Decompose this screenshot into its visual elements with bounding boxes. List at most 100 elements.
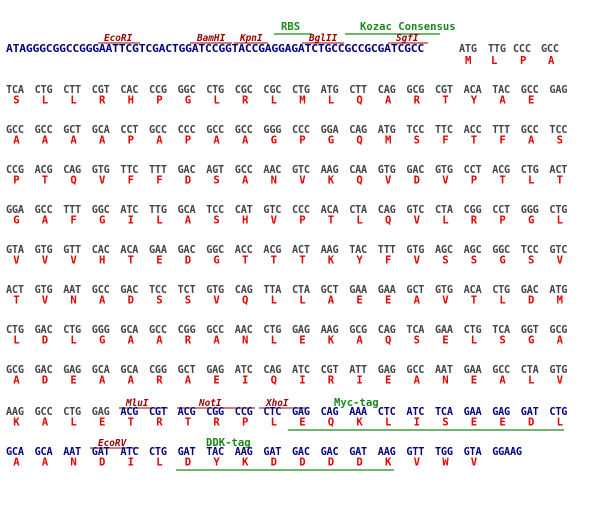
codon: CTG bbox=[206, 85, 224, 96]
codon: CCT bbox=[120, 125, 138, 136]
sequence-row: ACT GTG AAT GCC GAC TCC TCT GTG CAG TTA CTA GCT GAA G… bbox=[6, 285, 567, 307]
codon: CCG bbox=[149, 85, 167, 96]
amino-acid: D bbox=[42, 335, 48, 347]
amino-acid: D bbox=[185, 255, 191, 267]
amino-acid: P bbox=[499, 215, 505, 227]
amino-acid: V bbox=[442, 175, 449, 187]
codon: GCG bbox=[6, 365, 24, 376]
amino-acid: D bbox=[414, 175, 420, 187]
codon: GAT bbox=[349, 447, 367, 458]
codon: GTT bbox=[406, 447, 424, 458]
codon: GAC bbox=[321, 447, 339, 458]
codon: TTC bbox=[120, 165, 138, 176]
codon: AGC bbox=[464, 245, 482, 256]
codon: TAC bbox=[349, 245, 367, 256]
amino-acid: A bbox=[99, 135, 106, 147]
amino-acid: N bbox=[442, 375, 448, 387]
codon: GAG bbox=[492, 407, 510, 418]
amino-acid: F bbox=[128, 175, 134, 187]
codon: AAC bbox=[235, 325, 253, 336]
amino-acid: D bbox=[99, 457, 105, 469]
codon: GCC bbox=[541, 44, 559, 55]
codon: ACG bbox=[492, 165, 510, 176]
codon: ACA bbox=[464, 285, 482, 296]
codon: CTG bbox=[292, 85, 310, 96]
amino-acid: A bbox=[42, 215, 49, 227]
amino-acid: G bbox=[328, 135, 334, 147]
amino-acid: G bbox=[13, 215, 19, 227]
amino-acid: Q bbox=[70, 175, 76, 187]
codon: GCC bbox=[149, 325, 167, 336]
codon: CCC bbox=[292, 205, 310, 216]
amino-acid: L bbox=[328, 95, 334, 107]
amino-acid: K bbox=[242, 457, 249, 469]
codon: TCA bbox=[435, 407, 453, 418]
codon: ATT bbox=[349, 365, 367, 376]
amino-acid: A bbox=[528, 135, 535, 147]
codon: GAA bbox=[349, 285, 367, 296]
codon: CAG bbox=[321, 407, 339, 418]
codon: GTG bbox=[406, 245, 424, 256]
codon: GCA bbox=[92, 125, 110, 136]
codon: GAC bbox=[292, 447, 310, 458]
amino-acid: S bbox=[442, 255, 448, 267]
amino-acid: V bbox=[557, 255, 564, 267]
amino-acid: A bbox=[42, 457, 49, 469]
codon: GTG bbox=[435, 285, 453, 296]
codon: CGG bbox=[464, 205, 482, 216]
amino-acid: S bbox=[499, 335, 505, 347]
codon: CTT bbox=[349, 85, 367, 96]
amino-acid: G bbox=[185, 95, 191, 107]
amino-acid: I bbox=[414, 417, 420, 429]
amino-acid: P bbox=[471, 175, 477, 187]
codon: CTG bbox=[149, 447, 167, 458]
amino-acid: T bbox=[442, 95, 448, 107]
codon: GCA bbox=[35, 447, 53, 458]
amino-acid: D bbox=[528, 295, 534, 307]
amino-acid: V bbox=[213, 295, 220, 307]
codon: GAT bbox=[178, 447, 196, 458]
codon: GCC bbox=[206, 125, 224, 136]
amino-acid: D bbox=[356, 457, 362, 469]
amino-acid: M bbox=[385, 135, 391, 147]
codon: GAC bbox=[521, 285, 539, 296]
codon: GTC bbox=[406, 205, 424, 216]
amino-acid: Q bbox=[356, 175, 362, 187]
amino-acid: T bbox=[499, 175, 505, 187]
codon: CCT bbox=[492, 205, 510, 216]
codon: CAG bbox=[263, 365, 281, 376]
codon: CGT bbox=[321, 365, 339, 376]
codon: AAT bbox=[63, 447, 81, 458]
amino-acid: E bbox=[99, 417, 105, 429]
codon: GCC bbox=[35, 407, 53, 418]
amino-acid: L bbox=[70, 417, 76, 429]
codon: GGC bbox=[92, 205, 110, 216]
amino-acid: A bbox=[99, 295, 106, 307]
amino-acid: T bbox=[271, 255, 277, 267]
amino-acid: L bbox=[42, 95, 48, 107]
codon: GCA bbox=[120, 325, 138, 336]
amino-acid: P bbox=[13, 175, 19, 187]
codon: GAG bbox=[378, 365, 396, 376]
codon: TCC bbox=[149, 285, 167, 296]
amino-acid: A bbox=[499, 375, 506, 387]
codon: TTA bbox=[263, 285, 281, 296]
codon: GTC bbox=[292, 165, 310, 176]
codon: ATG bbox=[549, 285, 567, 296]
codon: GAA bbox=[435, 325, 453, 336]
amino-acid: D bbox=[42, 375, 48, 387]
codon: CTT bbox=[63, 85, 81, 96]
amino-acid: N bbox=[70, 295, 76, 307]
amino-acid: V bbox=[385, 175, 392, 187]
amino-acid: G bbox=[528, 335, 534, 347]
amino-acid: R bbox=[328, 375, 335, 387]
codon: GCC bbox=[92, 285, 110, 296]
codon: TTT bbox=[149, 165, 167, 176]
codon: CTG bbox=[63, 407, 81, 418]
codon: CCT bbox=[464, 165, 482, 176]
amino-acid: I bbox=[242, 375, 248, 387]
codon: CTG bbox=[492, 285, 510, 296]
amino-acid: T bbox=[42, 175, 48, 187]
amino-acid: E bbox=[299, 335, 305, 347]
codon: CTC bbox=[263, 407, 281, 418]
